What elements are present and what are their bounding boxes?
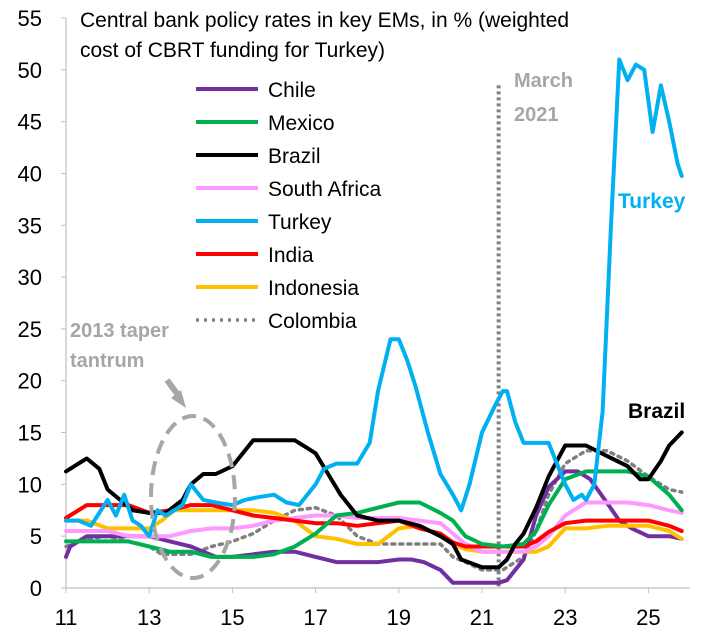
chart-title: Central bank policy rates in key EMs, in… xyxy=(80,9,569,62)
y-tick-label: 45 xyxy=(18,110,42,135)
taper-tantrum-label-line-2: tantrum xyxy=(70,350,144,372)
legend-label: Turkey xyxy=(268,211,332,234)
y-tick-label: 40 xyxy=(18,161,42,186)
chart-lines xyxy=(64,57,684,585)
y-tick-label: 5 xyxy=(30,524,42,549)
chart-title-line-1: Central bank policy rates in key EMs, in… xyxy=(80,9,569,32)
march-2021-label-line-1: March xyxy=(514,70,573,92)
chart-ticks: 0 5 10 15 20 25 30 35 40 45 50 55 11 13 15 17 19 21 23 25 xyxy=(18,6,661,630)
series-line-south-africa xyxy=(64,500,684,554)
brazil-end-label: Brazil xyxy=(628,400,685,423)
y-tick-label: 55 xyxy=(18,6,42,31)
y-tick-label: 0 xyxy=(30,576,42,601)
legend-label: South Africa xyxy=(268,178,382,201)
chart-axes xyxy=(65,18,690,589)
taper-tantrum-ellipse xyxy=(149,414,237,580)
taper-tantrum-arrow-head xyxy=(171,390,186,408)
x-tick-label: 17 xyxy=(303,605,327,630)
x-tick-label: 11 xyxy=(55,605,78,630)
chart-legend: Chile Mexico Brazil South Africa Turkey India… xyxy=(196,79,382,333)
chart-title-line-2: cost of CBRT funding for Turkey) xyxy=(80,39,385,62)
y-tick-label: 20 xyxy=(18,369,42,394)
legend-label: Brazil xyxy=(268,145,321,168)
y-tick-label: 50 xyxy=(18,58,42,83)
x-tick-label: 23 xyxy=(553,605,577,630)
chart-annotations-front: 2013 taper tantrum March 2021 Turkey Brazil xyxy=(70,70,686,580)
x-tick-label: 15 xyxy=(220,605,244,630)
x-tick-label: 19 xyxy=(387,605,411,630)
y-tick-label: 30 xyxy=(18,265,42,290)
series-line-turkey xyxy=(64,57,684,539)
legend-label: Indonesia xyxy=(268,277,359,300)
series-line-mexico xyxy=(64,469,684,559)
legend-label: India xyxy=(268,244,314,267)
legend-label: Mexico xyxy=(268,112,335,135)
series-line-colombia xyxy=(64,448,684,572)
y-tick-label: 15 xyxy=(18,421,42,446)
march-2021-label-line-2: 2021 xyxy=(514,104,559,126)
y-tick-label: 35 xyxy=(18,213,42,238)
x-tick-label: 25 xyxy=(636,605,660,630)
y-tick-label: 10 xyxy=(18,472,42,497)
legend-label: Colombia xyxy=(268,310,357,333)
series-line-chile xyxy=(64,469,684,585)
x-tick-label: 13 xyxy=(137,605,161,630)
legend-label: Chile xyxy=(268,79,316,102)
y-tick-label: 25 xyxy=(18,317,42,342)
taper-tantrum-label-line-1: 2013 taper xyxy=(70,320,169,342)
taper-tantrum-arrow-shaft xyxy=(164,378,181,397)
x-tick-label: 21 xyxy=(470,605,494,630)
turkey-end-label: Turkey xyxy=(618,190,686,213)
